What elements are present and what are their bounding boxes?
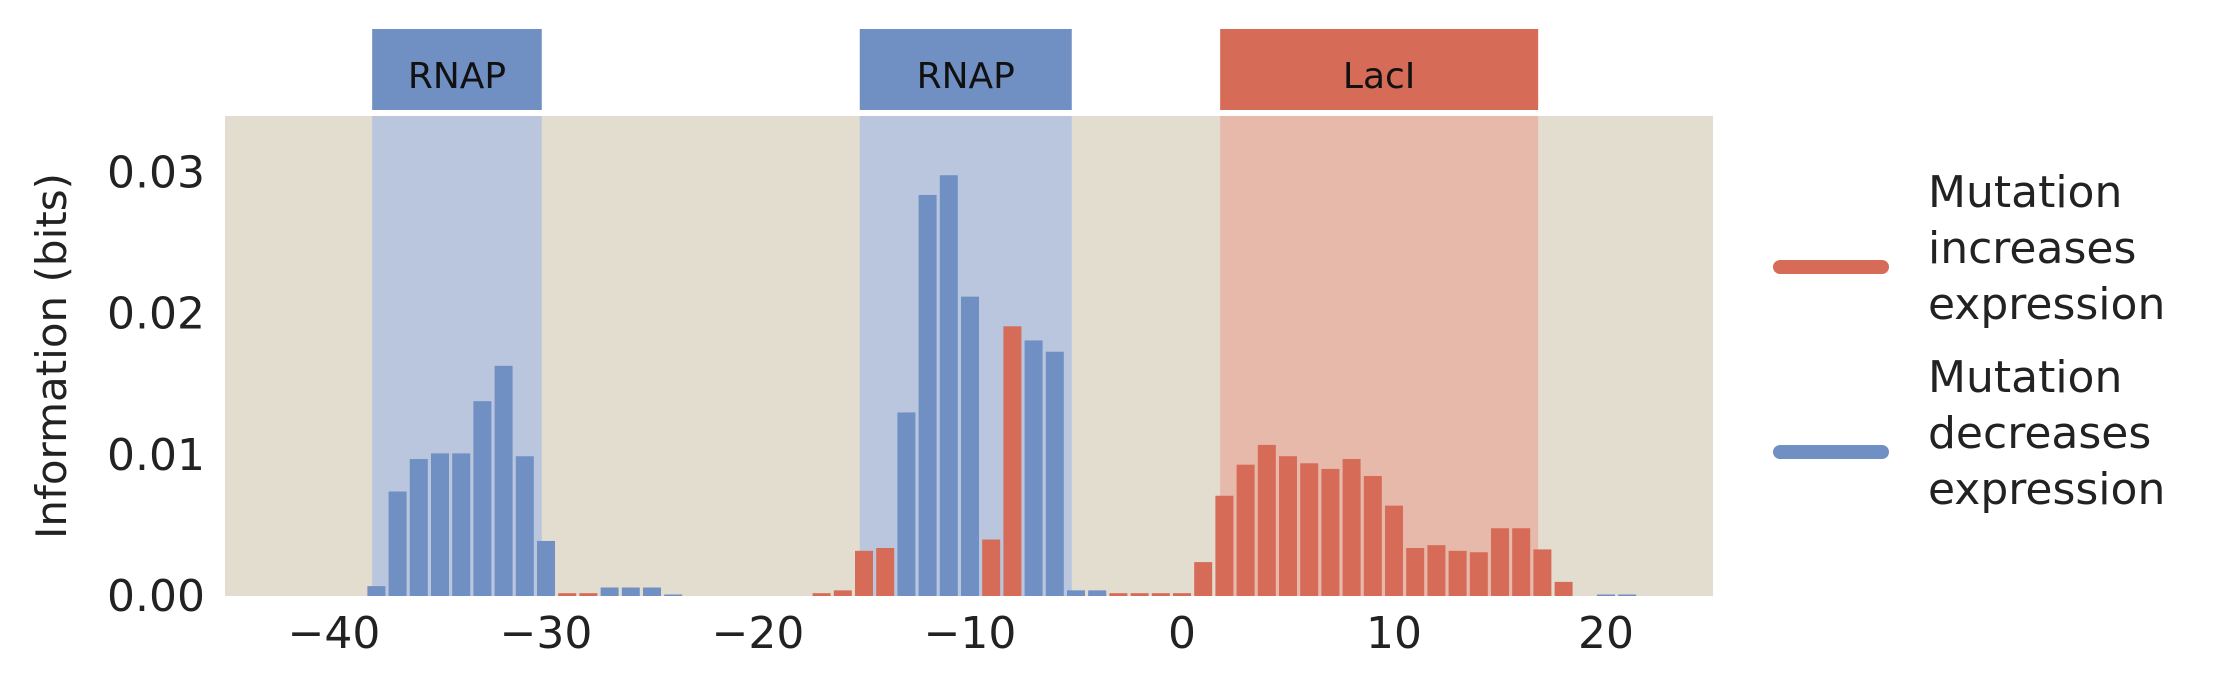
bar-increase — [1300, 463, 1319, 596]
legend-label-decrease: expression — [1928, 464, 2165, 515]
bar-increase — [1385, 505, 1403, 596]
bar-increase — [1236, 464, 1255, 596]
legend: MutationincreasesexpressionMutationdecre… — [1773, 167, 2165, 515]
x-tick-label: 0 — [1168, 608, 1196, 659]
legend-label-increase: Mutation — [1928, 167, 2122, 218]
region-header-rnap — [372, 29, 542, 110]
axes-layer: −40 −30 −20 −10 0 10 20 0.00 0.01 0.02 0.03 — [107, 147, 1634, 659]
bar-decrease — [621, 587, 640, 596]
bar-decrease — [1067, 590, 1085, 596]
bar-increase — [558, 593, 577, 596]
bar-decrease — [452, 453, 471, 596]
bar-increase — [812, 593, 831, 596]
bar-increase — [1406, 547, 1425, 596]
bar-increase — [1363, 475, 1382, 596]
bar-increase — [1194, 562, 1213, 596]
region-label-laci: LacI — [1343, 56, 1416, 97]
bar-increase — [1491, 528, 1509, 596]
legend-label-increase: increases — [1928, 223, 2136, 274]
bar-decrease — [1618, 594, 1637, 596]
y-tick-label: 0.00 — [107, 571, 205, 622]
legend-label-decrease: Mutation — [1928, 352, 2122, 403]
bar-decrease — [537, 540, 555, 596]
x-tick-label: −10 — [924, 608, 1017, 659]
bar-increase — [833, 590, 852, 596]
bar-increase — [982, 539, 1001, 596]
bar-increase — [1257, 444, 1276, 596]
bar-increase — [1130, 593, 1149, 596]
y-axis-label: Information (bits) — [27, 173, 76, 539]
bar-decrease — [494, 365, 513, 596]
bar-increase — [1512, 528, 1531, 596]
bar-decrease — [961, 296, 979, 596]
region-header-laci — [1220, 29, 1539, 110]
bar-increase — [579, 593, 598, 596]
x-tick-label: −20 — [712, 608, 805, 659]
y-tick-label: 0.02 — [107, 289, 205, 340]
y-tick-label: 0.01 — [107, 430, 205, 481]
bar-increase — [876, 547, 895, 596]
bar-increase — [1342, 459, 1361, 596]
bar-increase — [1215, 495, 1234, 596]
region-label-rnap: RNAP — [408, 56, 506, 97]
bar-decrease — [939, 175, 958, 596]
bar-decrease — [409, 459, 428, 596]
bar-increase — [1448, 550, 1467, 596]
bar-increase — [1469, 552, 1488, 596]
x-tick-label: 10 — [1366, 608, 1422, 659]
bar-decrease — [1088, 590, 1107, 596]
bar-increase — [1173, 593, 1191, 596]
bar-decrease — [600, 587, 619, 596]
bar-decrease — [664, 594, 683, 596]
bar-increase — [1279, 456, 1297, 596]
bar-decrease — [431, 453, 449, 596]
legend-label-increase: expression — [1928, 279, 2165, 330]
bar-decrease — [388, 491, 407, 596]
legend-label-decrease: decreases — [1928, 408, 2151, 459]
bar-increase — [1533, 549, 1552, 596]
bar-decrease — [515, 456, 534, 596]
bar-increase — [1427, 545, 1446, 596]
y-tick-label: 0.03 — [107, 147, 205, 198]
bar-increase — [1109, 593, 1128, 596]
bar-increase — [1151, 593, 1170, 596]
bar-increase — [1003, 326, 1022, 596]
region-header-rnap — [859, 29, 1072, 110]
bar-decrease — [367, 586, 386, 596]
x-tick-label: 20 — [1578, 608, 1634, 659]
bar-decrease — [918, 194, 937, 596]
x-tick-label: −40 — [288, 608, 381, 659]
bars-layer — [367, 175, 1637, 596]
bar-decrease — [1597, 594, 1615, 596]
region-label-rnap: RNAP — [917, 56, 1015, 97]
x-tick-label: −30 — [500, 608, 593, 659]
bar-decrease — [1024, 340, 1043, 596]
bar-decrease — [1045, 351, 1064, 596]
bar-increase — [1321, 468, 1340, 596]
bar-increase — [1554, 581, 1573, 596]
bar-increase — [855, 550, 873, 596]
bar-decrease — [897, 412, 916, 596]
bar-decrease — [643, 587, 661, 596]
bar-decrease — [473, 401, 492, 596]
